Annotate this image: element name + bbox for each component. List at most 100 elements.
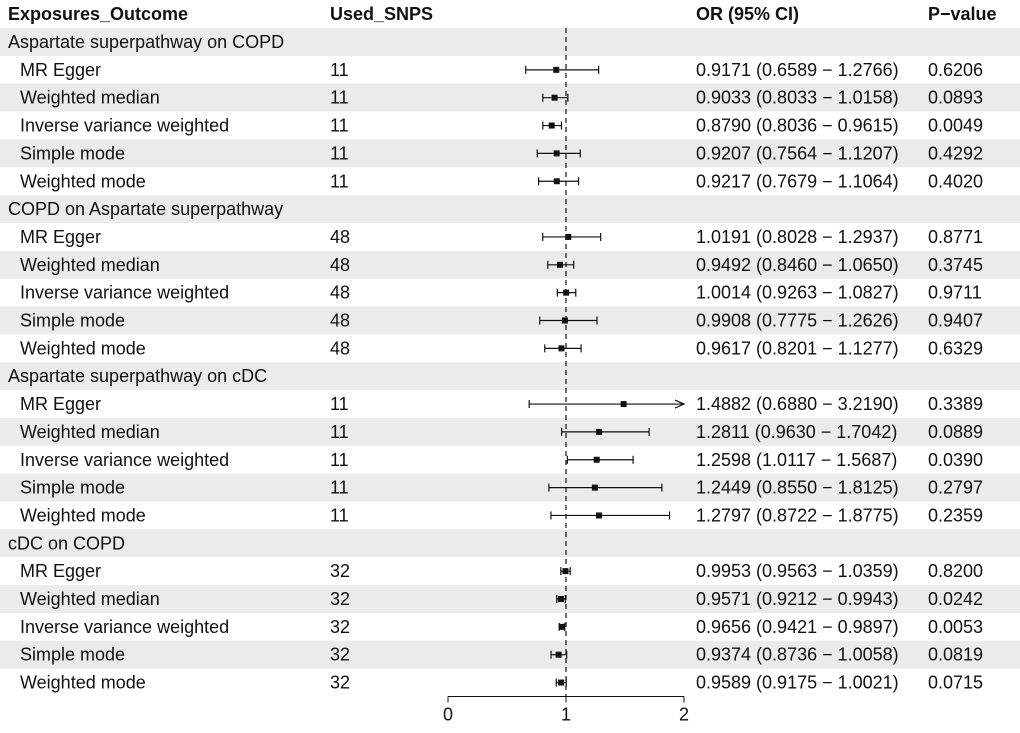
snps-value: 11 bbox=[330, 450, 349, 470]
or-ci-value: 0.9617 (0.8201 − 1.1277) bbox=[696, 338, 899, 358]
snps-value: 11 bbox=[330, 116, 349, 136]
p-value: 0.4292 bbox=[928, 143, 983, 163]
row-band bbox=[0, 529, 1020, 558]
method-label: Inverse variance weighted bbox=[20, 617, 229, 637]
p-value: 0.0242 bbox=[928, 589, 983, 609]
snps-value: 32 bbox=[330, 589, 350, 609]
p-value: 0.8200 bbox=[928, 561, 983, 581]
p-value: 0.0893 bbox=[928, 88, 983, 108]
row-band bbox=[0, 473, 1020, 502]
header-or: OR (95% CI) bbox=[696, 4, 799, 24]
p-value: 0.0053 bbox=[928, 617, 983, 637]
or-ci-value: 0.9589 (0.9175 − 1.0021) bbox=[696, 673, 899, 693]
method-label: Inverse variance weighted bbox=[20, 116, 229, 136]
method-label: Weighted mode bbox=[20, 505, 146, 525]
snps-value: 11 bbox=[330, 422, 349, 442]
row-band bbox=[0, 306, 1020, 335]
estimate-point bbox=[557, 596, 564, 602]
p-value: 0.0390 bbox=[928, 450, 983, 470]
or-ci-value: 1.0014 (0.9263 − 1.0827) bbox=[696, 283, 899, 303]
header-exposures: Exposures_Outcome bbox=[8, 4, 188, 24]
estimate-point bbox=[561, 317, 568, 324]
snps-value: 48 bbox=[330, 255, 350, 275]
snps-value: 11 bbox=[330, 60, 349, 80]
snps-value: 48 bbox=[330, 227, 350, 247]
method-label: Inverse variance weighted bbox=[20, 283, 229, 303]
method-label: MR Egger bbox=[20, 394, 101, 414]
or-ci-value: 1.0191 (0.8028 − 1.2937) bbox=[696, 227, 899, 247]
row-band bbox=[0, 250, 1020, 279]
or-ci-value: 0.9908 (0.7775 − 1.2626) bbox=[696, 311, 899, 331]
method-label: MR Egger bbox=[20, 60, 101, 80]
method-label: Simple mode bbox=[20, 143, 125, 163]
x-tick-label: 0 bbox=[443, 705, 453, 725]
method-label: Weighted median bbox=[20, 422, 160, 442]
p-value: 0.6206 bbox=[928, 60, 983, 80]
or-ci-value: 0.8790 (0.8036 − 0.9615) bbox=[696, 116, 899, 136]
row-band bbox=[0, 28, 1020, 56]
row-band bbox=[0, 640, 1020, 669]
or-ci-value: 0.9953 (0.9563 − 1.0359) bbox=[696, 561, 899, 581]
estimate-point bbox=[593, 456, 600, 463]
group-label: cDC on COPD bbox=[8, 533, 125, 553]
group-label: Aspartate superpathway on COPD bbox=[8, 32, 284, 52]
p-value: 0.3389 bbox=[928, 394, 983, 414]
row-band bbox=[0, 585, 1020, 613]
p-value: 0.4020 bbox=[928, 171, 983, 191]
estimate-point bbox=[555, 651, 562, 658]
row-bands bbox=[0, 28, 1020, 669]
method-label: Weighted median bbox=[20, 88, 160, 108]
method-label: Simple mode bbox=[20, 311, 125, 331]
p-value: 0.0819 bbox=[928, 645, 983, 665]
method-label: Weighted mode bbox=[20, 171, 146, 191]
table-cells: Aspartate superpathway on COPD MR Egger 11… bbox=[8, 32, 983, 693]
p-value: 0.9711 bbox=[928, 283, 982, 303]
method-label: Weighted mode bbox=[20, 338, 146, 358]
snps-value: 48 bbox=[330, 338, 350, 358]
header-snps: Used_SNPS bbox=[330, 4, 433, 24]
estimate-point bbox=[558, 679, 565, 686]
snps-value: 32 bbox=[330, 645, 350, 665]
estimate-point bbox=[551, 94, 558, 101]
method-label: Weighted median bbox=[20, 589, 160, 609]
x-tick-label: 1 bbox=[561, 705, 571, 725]
snps-value: 48 bbox=[330, 311, 350, 331]
method-label: MR Egger bbox=[20, 227, 101, 247]
row-band bbox=[0, 139, 1020, 168]
estimate-point bbox=[620, 401, 627, 408]
or-ci-value: 0.9033 (0.8033 − 1.0158) bbox=[696, 88, 899, 108]
method-label: Simple mode bbox=[20, 478, 125, 498]
or-ci-value: 0.9217 (0.7679 − 1.1064) bbox=[696, 171, 899, 191]
column-headers: Exposures_Outcome Used_SNPS OR (95% CI) … bbox=[8, 4, 997, 24]
x-axis: 0 1 2 bbox=[443, 696, 689, 725]
row-band bbox=[0, 362, 1020, 391]
p-value: 0.3745 bbox=[928, 255, 983, 275]
method-label: Weighted mode bbox=[20, 673, 146, 693]
estimate-point bbox=[553, 178, 560, 185]
ci-arrow bbox=[674, 399, 686, 409]
estimate-point bbox=[553, 66, 560, 73]
estimate-point bbox=[565, 233, 572, 240]
header-pvalue: P−value bbox=[928, 4, 997, 24]
p-value: 0.2359 bbox=[928, 505, 983, 525]
p-value: 0.9407 bbox=[928, 311, 983, 331]
or-ci-value: 1.4882 (0.6880 − 3.2190) bbox=[696, 394, 899, 414]
p-value: 0.8771 bbox=[928, 227, 983, 247]
or-ci-value: 0.9374 (0.8736 − 1.0058) bbox=[696, 645, 899, 665]
row-band bbox=[0, 83, 1020, 112]
or-ci-value: 0.9207 (0.7564 − 1.1207) bbox=[696, 143, 899, 163]
snps-value: 11 bbox=[330, 394, 349, 414]
estimate-point bbox=[562, 568, 569, 575]
snps-value: 11 bbox=[330, 478, 349, 498]
group-label: Aspartate superpathway on cDC bbox=[8, 366, 267, 386]
snps-value: 11 bbox=[330, 505, 349, 525]
method-label: MR Egger bbox=[20, 561, 101, 581]
snps-value: 11 bbox=[330, 171, 349, 191]
p-value: 0.2797 bbox=[928, 478, 983, 498]
p-value: 0.6329 bbox=[928, 338, 983, 358]
estimate-point bbox=[563, 289, 570, 296]
p-value: 0.0715 bbox=[928, 673, 983, 693]
group-label: COPD on Aspartate superpathway bbox=[8, 199, 283, 219]
or-ci-value: 1.2598 (1.0117 − 1.5687) bbox=[696, 450, 897, 470]
